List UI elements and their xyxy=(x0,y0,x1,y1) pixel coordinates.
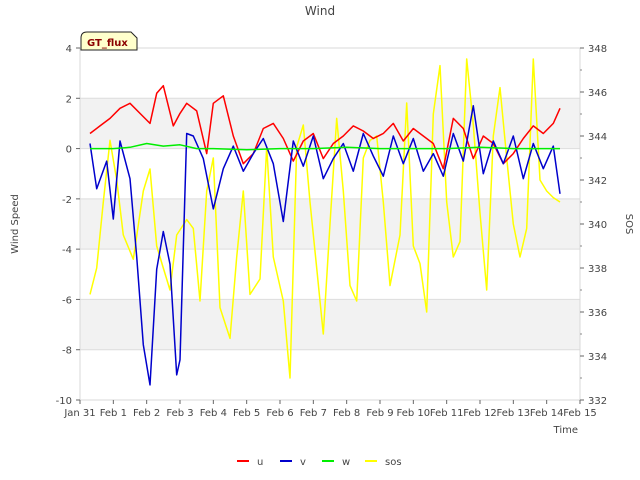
x-axis: Jan 31 Feb 1 Feb 2 Feb 3 Feb 4 Feb 5 Feb 6 Feb … xyxy=(63,400,597,419)
legend: u v w sos xyxy=(237,457,402,468)
y-tick-label: 2 xyxy=(66,94,72,105)
y2-axis-label: SOS xyxy=(623,214,634,235)
y2-tick-label: 336 xyxy=(588,308,607,319)
y-axis-label: Wind Speed xyxy=(10,194,21,254)
y2-tick-label: 332 xyxy=(588,396,607,407)
x-tick-label: Feb 13 xyxy=(497,408,531,419)
x-tick-label: Feb 6 xyxy=(266,408,293,419)
y2-tick-label: 348 xyxy=(588,44,607,55)
x-tick-label: Feb 1 xyxy=(100,408,127,419)
y-tick-label: -2 xyxy=(62,195,72,206)
y2-tick-label: 342 xyxy=(588,176,607,187)
x-tick-label: Feb 11 xyxy=(430,408,464,419)
y2-tick-label: 340 xyxy=(588,220,607,231)
x-tick-label: Feb 9 xyxy=(366,408,393,419)
background-band xyxy=(80,299,580,350)
x-tick-label: Feb 5 xyxy=(233,408,260,419)
x-tick-label: Feb 4 xyxy=(200,408,227,419)
y-tick-label: -4 xyxy=(62,245,72,256)
y-tick-label: 4 xyxy=(66,44,72,55)
x-tick-label: Jan 31 xyxy=(63,408,95,419)
x-tick-label: Feb 15 xyxy=(563,408,597,419)
x-tick-label: Feb 2 xyxy=(133,408,160,419)
y2-tick-label: 346 xyxy=(588,88,607,99)
x-axis-label: Time xyxy=(553,425,578,436)
x-tick-label: Feb 10 xyxy=(397,408,431,419)
series-line-u xyxy=(89,84,561,170)
y2-tick-label: 344 xyxy=(588,132,607,143)
y-tick-label: -10 xyxy=(56,396,72,407)
series-layer xyxy=(89,58,561,386)
legend-label-u: u xyxy=(257,457,263,468)
series-line-w xyxy=(90,142,560,151)
y2-tick-label: 338 xyxy=(588,264,607,275)
gt-flux-badge: GT_flux xyxy=(80,31,138,51)
x-tick-label: Feb 3 xyxy=(166,408,193,419)
legend-label-w: w xyxy=(342,457,350,468)
y-tick-label: -8 xyxy=(62,346,72,357)
chart-title: Wind xyxy=(305,4,335,18)
y-axis-right: 332 334 336 338 340 342 344 346 348 xyxy=(580,44,607,407)
legend-label-v: v xyxy=(300,457,306,468)
y2-tick-label: 334 xyxy=(588,352,607,363)
y-tick-label: 0 xyxy=(66,145,72,156)
x-tick-label: Feb 14 xyxy=(530,408,564,419)
x-tick-label: Feb 7 xyxy=(300,408,327,419)
y-tick-label: -6 xyxy=(62,295,72,306)
badge-label: GT_flux xyxy=(87,38,128,49)
y-axis-left: -10 -8 -6 -4 -2 0 2 4 xyxy=(56,44,80,407)
x-tick-label: Feb 12 xyxy=(463,408,497,419)
series-line-v xyxy=(89,105,561,386)
x-tick-label: Feb 8 xyxy=(333,408,360,419)
legend-label-sos: sos xyxy=(385,457,402,468)
